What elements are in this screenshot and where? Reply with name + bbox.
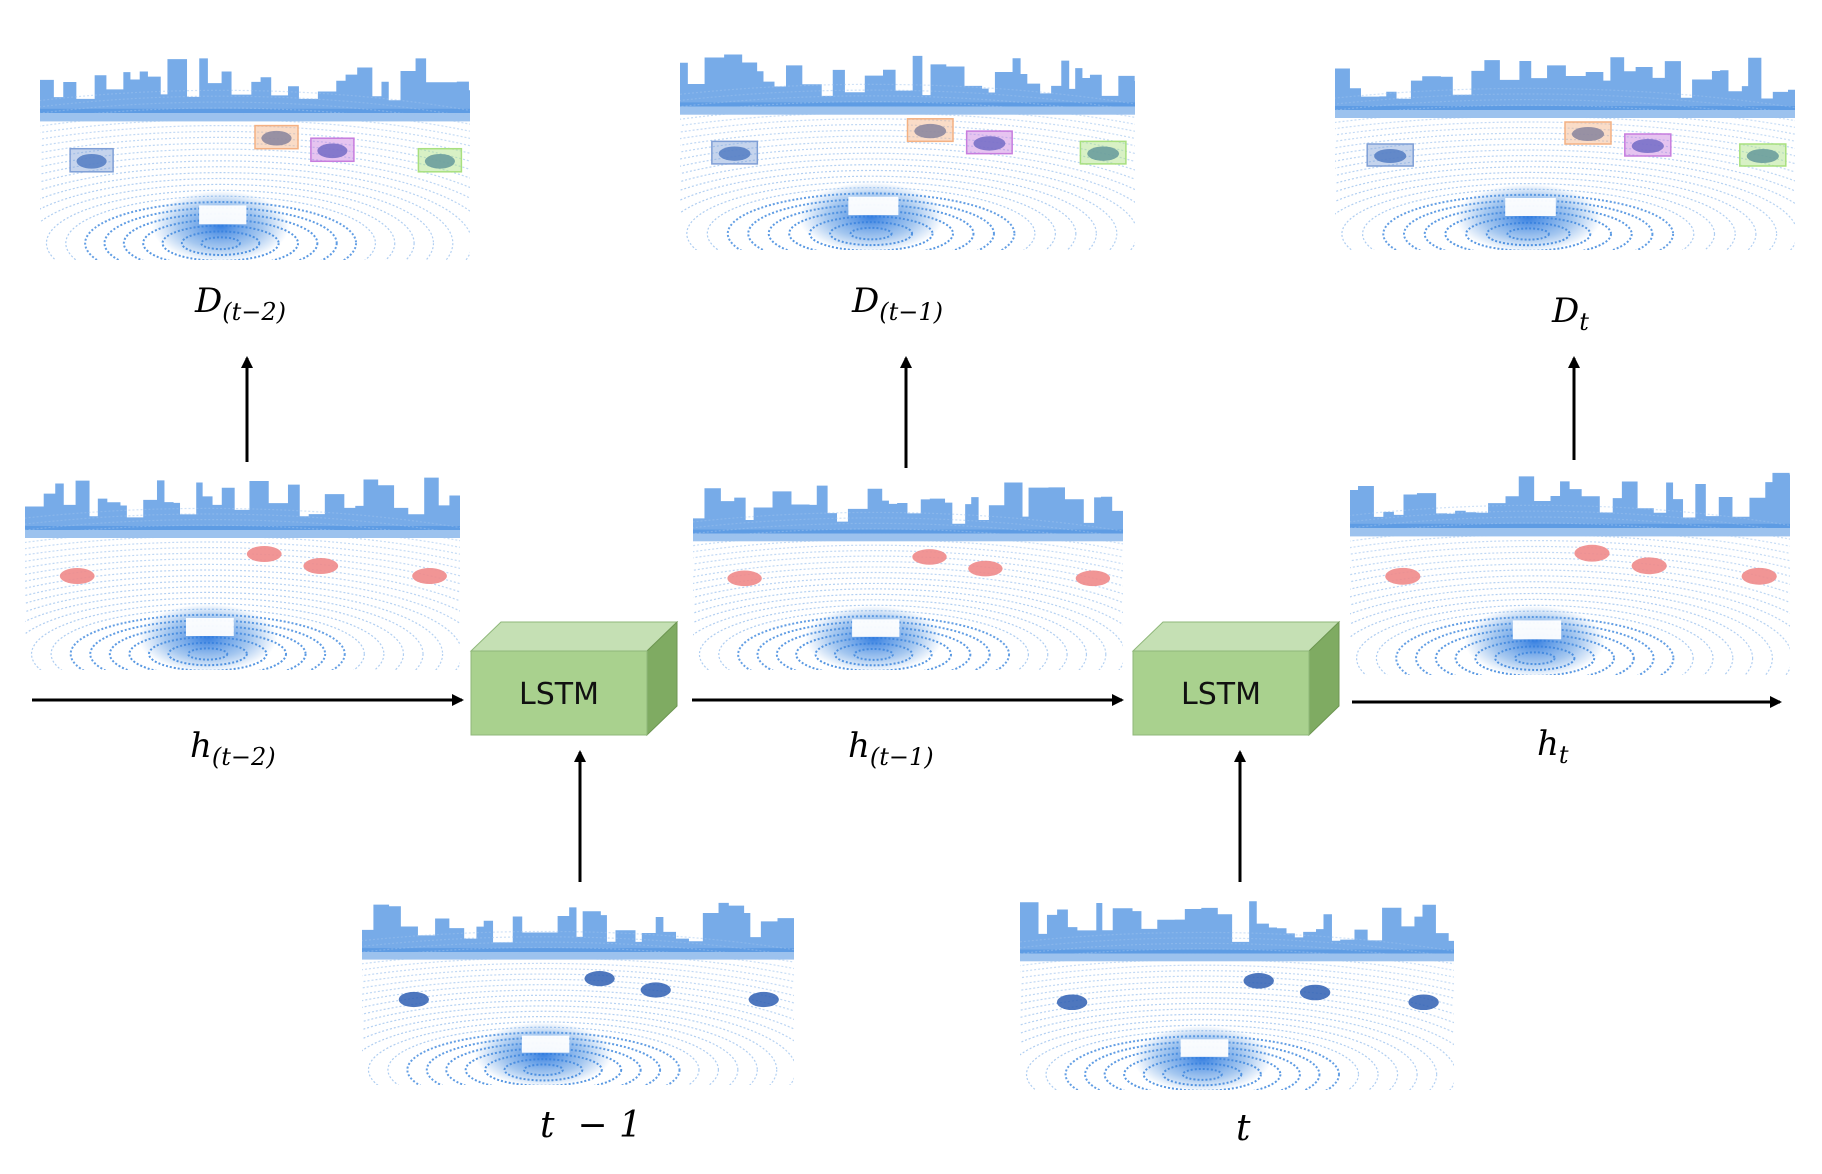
lstm-cell-1: LSTM: [469, 620, 679, 737]
detection-box: [1366, 143, 1414, 167]
detection-box: [310, 137, 355, 163]
detection-box: [965, 130, 1013, 155]
lstm-cell-2: LSTM: [1131, 620, 1341, 737]
feature-car: [1075, 570, 1111, 587]
input-car: [1056, 994, 1088, 1011]
detection-scene-t-minus-1: [680, 54, 1135, 250]
feature-car: [1631, 557, 1667, 575]
feature-car: [1741, 567, 1777, 585]
skyline: [40, 58, 470, 113]
label-D-t-minus-2: D(t−2): [194, 281, 286, 326]
feature-car: [912, 549, 947, 565]
label-h-t-minus-1: h(t−1): [848, 726, 934, 771]
detection-scene-t: [1335, 57, 1795, 250]
input-car: [1243, 973, 1274, 989]
feature-car: [59, 568, 95, 584]
skyline: [25, 477, 460, 530]
input-car: [584, 971, 615, 987]
detection-box: [69, 147, 114, 173]
lstm-front-face: [1132, 650, 1310, 736]
detection-box: [1624, 133, 1672, 157]
skyline: [1020, 901, 1454, 954]
feature-scene-t-minus-1: [693, 482, 1123, 670]
label-input-t: t: [1236, 1108, 1251, 1149]
lstm-top-face: [469, 621, 679, 652]
detection-box: [254, 124, 299, 150]
lstm-label: LSTM: [519, 677, 599, 712]
lstm-top-face: [1131, 621, 1341, 652]
detection-box: [1739, 143, 1787, 167]
detection-box: [1079, 140, 1127, 165]
feature-car: [412, 568, 447, 584]
feature-car: [303, 558, 339, 574]
detection-box: [1564, 121, 1612, 145]
input-scene-t: [1020, 901, 1454, 1090]
lstm-front-face: [470, 650, 648, 736]
input-car: [640, 982, 671, 998]
input-car: [1408, 994, 1439, 1011]
input-car: [1299, 984, 1331, 1001]
detection-box: [417, 147, 463, 173]
lstm-label: LSTM: [1181, 677, 1261, 712]
detection-scene-t-minus-2: [40, 58, 470, 260]
feature-car: [1574, 544, 1610, 562]
input-car: [748, 991, 779, 1008]
label-h-t: ht: [1537, 724, 1569, 769]
feature-car: [246, 546, 282, 562]
feature-scene-t-minus-2: [25, 477, 460, 670]
skyline: [1350, 472, 1790, 528]
skyline: [1335, 57, 1795, 110]
detection-box: [906, 118, 954, 143]
skyline: [693, 482, 1123, 534]
skyline: [680, 54, 1135, 107]
feature-car: [1385, 567, 1421, 585]
label-D-t: Dt: [1551, 291, 1589, 336]
label-input-t-minus-1: t − 1: [540, 1105, 642, 1146]
input-car: [398, 991, 429, 1008]
label-D-t-minus-1: D(t−1): [851, 281, 943, 326]
scenes-layer: [25, 54, 1795, 1090]
detection-box: [711, 140, 759, 165]
skyline: [362, 902, 794, 952]
feature-car: [968, 560, 1003, 577]
feature-car: [727, 570, 762, 587]
input-scene-t-minus-1: [362, 902, 794, 1085]
feature-scene-t: [1350, 472, 1790, 675]
label-h-t-minus-2: h(t−2): [190, 726, 276, 771]
